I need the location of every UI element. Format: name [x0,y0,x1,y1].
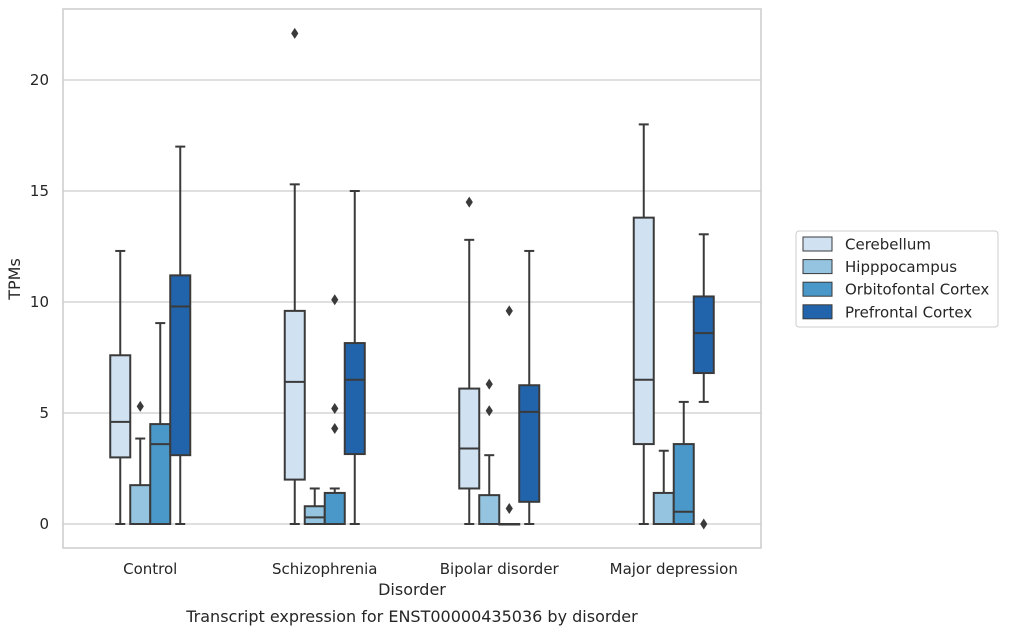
box-cerebellum [283,27,306,525]
y-tick-label: 0 [39,515,49,533]
box-cerebellum [458,196,481,525]
box-cerebellum [632,123,655,525]
outlier-point [136,400,144,412]
outlier-point [700,518,708,530]
outlier-point [465,196,473,208]
box-iqr [458,387,481,490]
legend-label: Prefrontal Cortex [845,303,972,321]
box-iqr [109,354,132,459]
box-orbitofontal-cortex [323,294,346,526]
x-tick-label: Control [123,560,177,578]
x-tick-label: Schizophrenia [272,560,377,578]
box-prefrontal-cortex [692,233,715,530]
chart-caption: Transcript expression for ENST0000043503… [185,607,638,626]
x-tick-label: Major depression [610,560,738,578]
y-tick-label: 10 [30,293,49,311]
box-iqr [652,491,675,526]
legend-swatch [802,236,833,252]
outlier-point [331,403,339,415]
outlier-point [485,378,493,390]
box-iqr [129,484,152,525]
y-tick-label: 5 [39,404,49,422]
box-iqr [283,309,306,481]
box-series [109,27,715,530]
box-hipppocampus [303,487,326,525]
legend-label: Cerebellum [845,236,931,254]
outlier-point [331,294,339,306]
box-iqr [303,505,326,525]
box-iqr [478,494,501,526]
box-orbitofontal-cortex [672,400,695,525]
plot-area-frame [62,8,762,549]
outlier-point [505,502,513,514]
legend-frame [795,230,999,328]
y-tick-label: 20 [30,71,49,89]
x-axis-title: Disorder [378,580,446,599]
outlier-point [331,423,339,435]
outlier-point [505,305,513,317]
box-iqr [672,443,695,525]
box-iqr [632,216,655,446]
y-tick-label: 15 [30,182,49,200]
legend-swatch [802,281,833,297]
box-iqr [692,295,715,375]
box-hipppocampus [129,400,152,525]
box-prefrontal-cortex [343,190,366,525]
legend-label: Hipppocampus [845,258,957,276]
box-hipppocampus [478,378,501,526]
legend-label: Orbitofontal Cortex [845,281,989,299]
legend-swatch [802,304,833,320]
box-orbitofontal-cortex [149,322,172,526]
x-tick-labels: Control Schizophrenia Bipolar disorder Majo… [123,560,738,578]
legend: Cerebellum Hipppocampus Orbitofontal Corte… [795,230,999,328]
box-prefrontal-cortex [169,145,192,525]
outlier-point [291,27,299,39]
box-iqr [518,384,541,503]
box-iqr [149,423,172,526]
box-orbitofontal-cortex [498,305,521,526]
box-hipppocampus [652,449,675,526]
box-prefrontal-cortex [518,249,541,525]
box-iqr [323,491,346,526]
y-tick-labels: 0 5 10 15 20 [30,71,49,533]
box-cerebellum [109,249,132,525]
box-iqr [343,342,366,456]
box-iqr [169,274,192,457]
outlier-point [485,405,493,417]
x-tick-label: Bipolar disorder [440,560,560,578]
legend-swatch [802,259,833,275]
y-axis-title: TPMs [5,258,24,301]
